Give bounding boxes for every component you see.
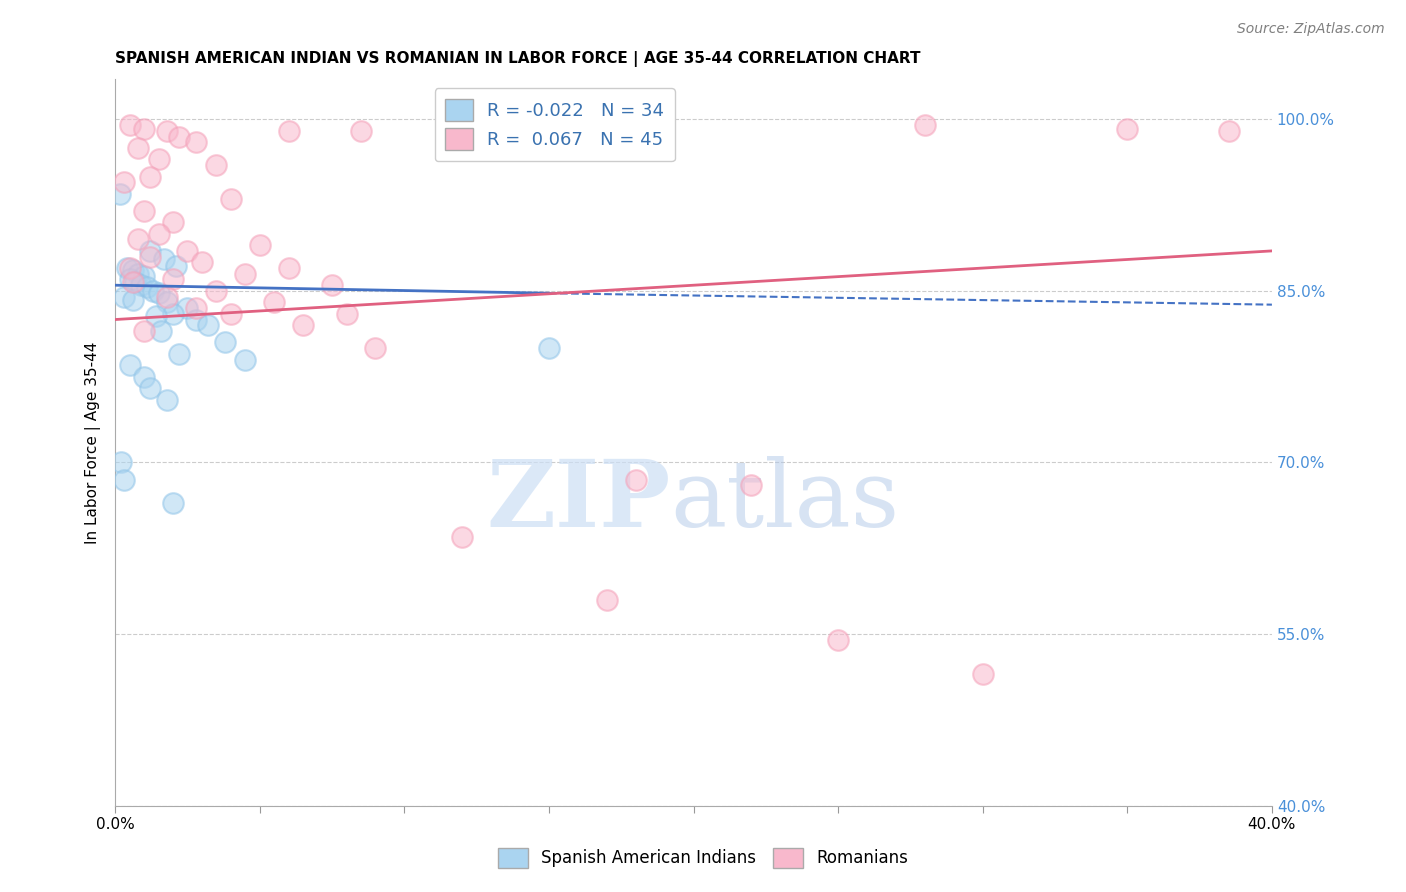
Point (1116, 121, 1139, 136)
Point (127, 141, 149, 155)
Point (165, 259, 187, 273)
Point (121, 293, 143, 307)
Point (277, 261, 299, 276)
Point (127, 232, 149, 246)
Point (624, 473, 647, 487)
Point (118, 272, 141, 286)
Point (150, 324, 173, 338)
Point (156, 290, 179, 304)
Point (249, 238, 271, 252)
Text: Source: ZipAtlas.com: Source: ZipAtlas.com (1237, 22, 1385, 37)
Text: ZIP: ZIP (486, 456, 671, 546)
Point (118, 261, 141, 276)
Point (364, 341, 387, 355)
Point (205, 284, 228, 298)
Point (124, 275, 146, 289)
Point (139, 381, 162, 395)
Point (197, 318, 219, 333)
Text: atlas: atlas (671, 456, 900, 546)
Point (136, 280, 159, 294)
Y-axis label: In Labor Force | Age 35-44: In Labor Force | Age 35-44 (86, 342, 101, 543)
Point (148, 153, 170, 167)
Point (191, 255, 214, 269)
Point (127, 267, 149, 281)
Point (132, 121, 155, 136)
Text: SPANISH AMERICAN INDIAN VS ROMANIAN IN LABOR FORCE | AGE 35-44 CORRELATION CHART: SPANISH AMERICAN INDIAN VS ROMANIAN IN L… (115, 51, 921, 67)
Point (167, 129, 190, 144)
Point (972, 667, 994, 681)
Point (214, 335, 236, 350)
Point (139, 169, 162, 184)
Point (139, 244, 162, 258)
Point (219, 307, 242, 321)
Point (176, 301, 198, 315)
Point (233, 352, 256, 367)
Point (156, 295, 179, 310)
Point (121, 263, 143, 277)
Point (219, 193, 242, 207)
Point (350, 124, 373, 138)
Point (118, 118, 141, 132)
Point (167, 347, 190, 361)
Point (108, 186, 131, 201)
Point (148, 227, 170, 241)
Point (233, 267, 256, 281)
Point (142, 284, 165, 298)
Point (132, 324, 155, 338)
Point (162, 272, 184, 286)
Point (162, 215, 184, 229)
Legend: R = -0.022   N = 34, R =  0.067   N = 45: R = -0.022 N = 34, R = 0.067 N = 45 (434, 88, 675, 161)
Point (263, 295, 285, 310)
Point (112, 473, 135, 487)
Point (156, 392, 179, 407)
Point (205, 158, 228, 172)
Point (118, 358, 141, 372)
Point (321, 278, 343, 293)
Point (145, 309, 167, 323)
Point (115, 261, 138, 276)
Point (132, 369, 155, 384)
Point (914, 118, 936, 132)
Point (335, 307, 357, 321)
Point (292, 318, 315, 333)
Point (139, 250, 162, 264)
Point (537, 341, 560, 355)
Point (827, 632, 849, 647)
Point (277, 124, 299, 138)
Point (186, 312, 208, 326)
Point (1218, 124, 1240, 138)
Point (451, 530, 474, 544)
Point (132, 268, 155, 283)
Legend: Spanish American Indians, Romanians: Spanish American Indians, Romanians (491, 841, 915, 875)
Point (156, 124, 179, 138)
Point (121, 275, 143, 289)
Point (153, 252, 176, 266)
Point (132, 203, 155, 218)
Point (176, 244, 198, 258)
Point (112, 290, 135, 304)
Point (186, 301, 208, 315)
Point (186, 135, 208, 149)
Point (112, 175, 135, 189)
Point (110, 455, 132, 469)
Point (596, 592, 619, 607)
Point (148, 286, 170, 301)
Point (129, 278, 152, 293)
Point (740, 478, 762, 492)
Point (162, 495, 184, 509)
Point (162, 307, 184, 321)
